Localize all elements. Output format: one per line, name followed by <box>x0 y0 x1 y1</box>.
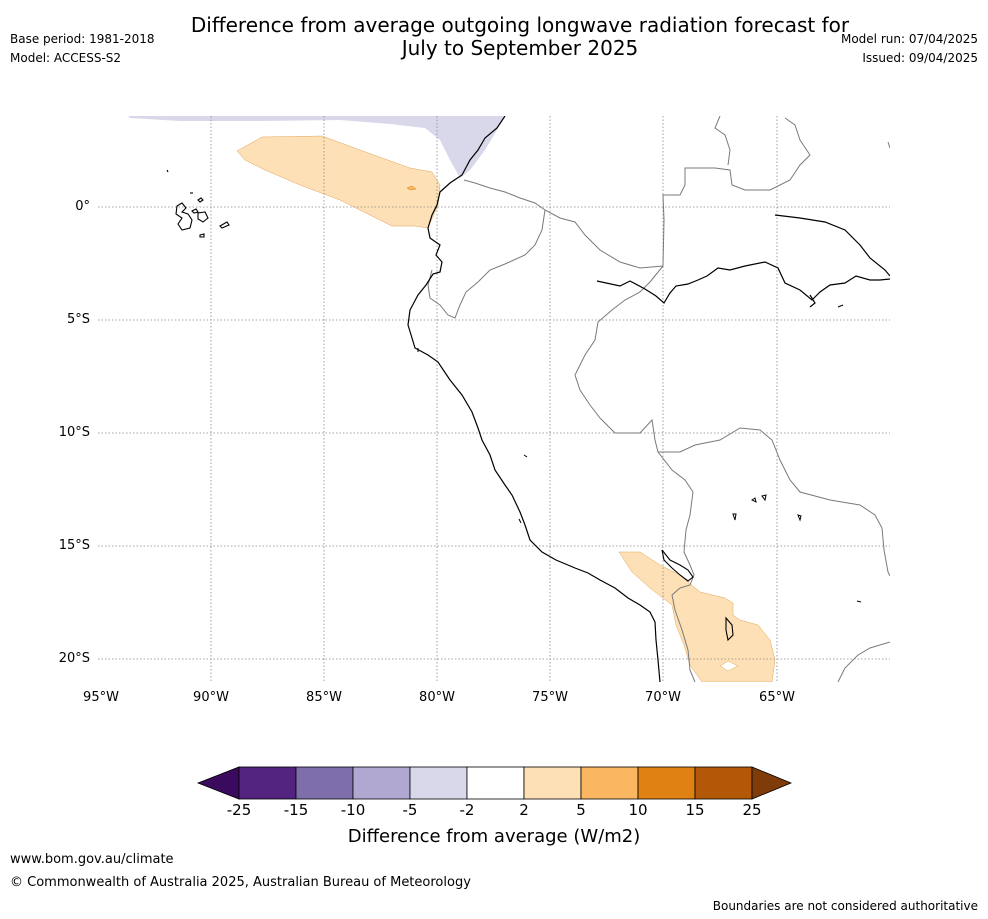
anomaly-region-negative <box>128 116 505 178</box>
colorbar-segment <box>409 766 468 800</box>
issued-text: Issued: 09/04/2025 <box>862 51 978 65</box>
galapagos-islands <box>166 169 230 238</box>
model-run-text: Model run: 07/04/2025 <box>840 32 978 46</box>
coastlines <box>407 116 890 682</box>
anomaly-hole-white <box>719 660 739 672</box>
lat-label-0: 0° <box>75 199 90 214</box>
colorbar-segment <box>523 766 582 800</box>
colorbar-segment <box>352 766 411 800</box>
colorbar-tick-label: -10 <box>340 801 366 819</box>
lat-label-10s: 10°S <box>58 425 90 440</box>
anomaly-spot-orange <box>406 185 417 191</box>
lon-label-70w: 70°W <box>645 690 681 705</box>
lat-label-20s: 20°S <box>58 651 90 666</box>
colorbar-segment <box>238 766 297 800</box>
colorbar-tick-label: 5 <box>576 801 586 819</box>
colorbar-segment <box>637 766 696 800</box>
colorbar-tick-label: -25 <box>226 801 252 819</box>
colorbar-tick-label: -5 <box>402 801 418 819</box>
title-line-1: Difference from average outgoing longwav… <box>190 13 850 37</box>
colorbar-tick-label: 25 <box>742 801 762 819</box>
colorbar-tick-label: 15 <box>685 801 705 819</box>
small-lakes <box>417 348 862 603</box>
lat-label-5s: 5°S <box>66 312 90 327</box>
lon-label-65w: 65°W <box>759 690 795 705</box>
colorbar-tick-label: -2 <box>459 801 475 819</box>
lake-titicaca <box>661 549 734 642</box>
lon-label-85w: 85°W <box>306 690 342 705</box>
website-text: www.bom.gov.au/climate <box>10 852 174 867</box>
lon-label-80w: 80°W <box>419 690 455 705</box>
colorbar-segment <box>580 766 639 800</box>
colorbar-segment <box>694 766 753 800</box>
colorbar-segment <box>295 766 354 800</box>
colorbar-arrow-right <box>751 766 793 800</box>
title-line-2: July to September 2025 <box>401 36 639 60</box>
colorbar-tick-label: 2 <box>519 801 529 819</box>
lat-label-15s: 15°S <box>58 538 90 553</box>
country-borders <box>427 116 890 682</box>
lon-label-95w: 95°W <box>83 690 119 705</box>
base-period-text: Base period: 1981-2018 <box>10 32 155 46</box>
model-text: Model: ACCESS-S2 <box>10 51 122 65</box>
lon-label-90w: 90°W <box>193 690 229 705</box>
colorbar-segment <box>466 766 525 800</box>
lon-label-75w: 75°W <box>532 690 568 705</box>
colorbar-tick-label: -15 <box>283 801 309 819</box>
page-title: Difference from average outgoing longwav… <box>150 14 890 60</box>
colorbar-arrow-left <box>196 766 240 800</box>
colorbar-title: Difference from average (W/m2) <box>347 826 641 847</box>
gridlines <box>98 116 890 682</box>
disclaimer-text: Boundaries are not considered authoritat… <box>712 899 978 913</box>
colorbar-tick-label: 10 <box>628 801 648 819</box>
copyright-text: © Commonwealth of Australia 2025, Austra… <box>10 875 471 890</box>
